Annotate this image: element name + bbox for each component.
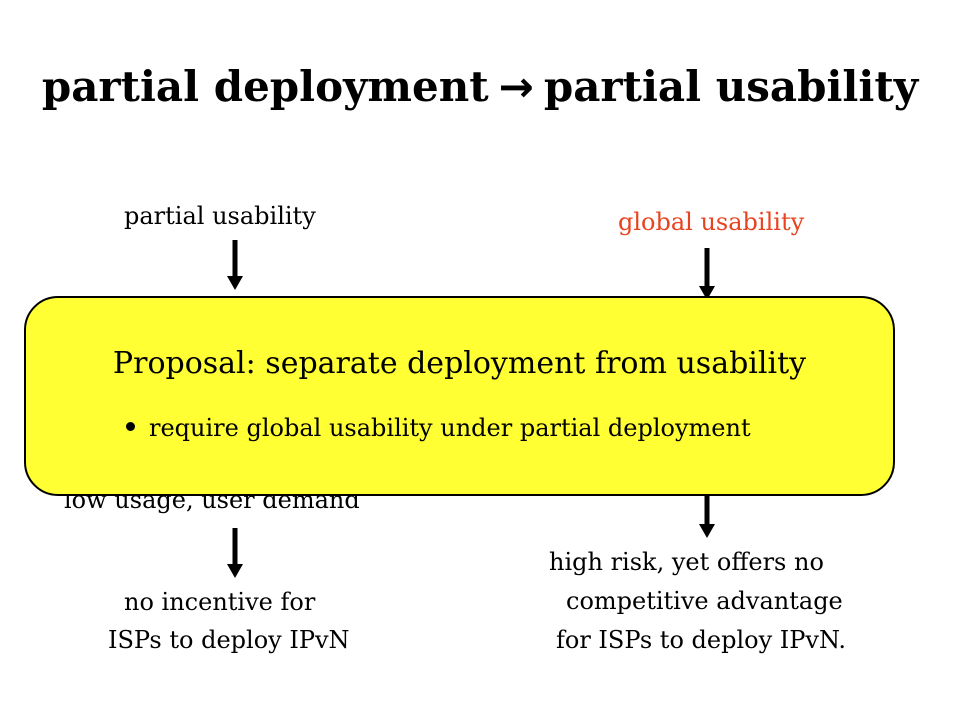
bullet-dot-icon xyxy=(126,422,135,431)
right-top-label: global usability xyxy=(618,208,805,236)
proposal-callout: Proposal: separate deployment from usabi… xyxy=(24,296,895,496)
slide-title: partial deployment → partial usability xyxy=(0,62,960,111)
right-bottom-line3: for ISPs to deploy IPvN. xyxy=(556,626,847,654)
callout-title: Proposal: separate deployment from usabi… xyxy=(112,346,807,381)
title-arrow-icon: → xyxy=(498,62,534,111)
arrow-right-top xyxy=(699,248,715,300)
left-bottom-line1: no incentive for xyxy=(124,588,316,616)
left-bottom-line2: ISPs to deploy IPvN xyxy=(108,626,350,654)
arrow-left-bottom xyxy=(227,528,243,578)
title-right-text: partial usability xyxy=(543,62,919,111)
arrow-left-top xyxy=(227,240,243,290)
callout-bullet-item: require global usability under partial d… xyxy=(126,414,751,442)
arrow-right-bottom xyxy=(699,490,715,538)
title-left-text: partial deployment xyxy=(41,62,489,111)
right-bottom-line1: high risk, yet offers no xyxy=(549,548,824,576)
callout-bullet-text: require global usability under partial d… xyxy=(149,414,751,442)
left-top-label: partial usability xyxy=(124,202,316,230)
right-bottom-line2: competitive advantage xyxy=(566,587,843,615)
